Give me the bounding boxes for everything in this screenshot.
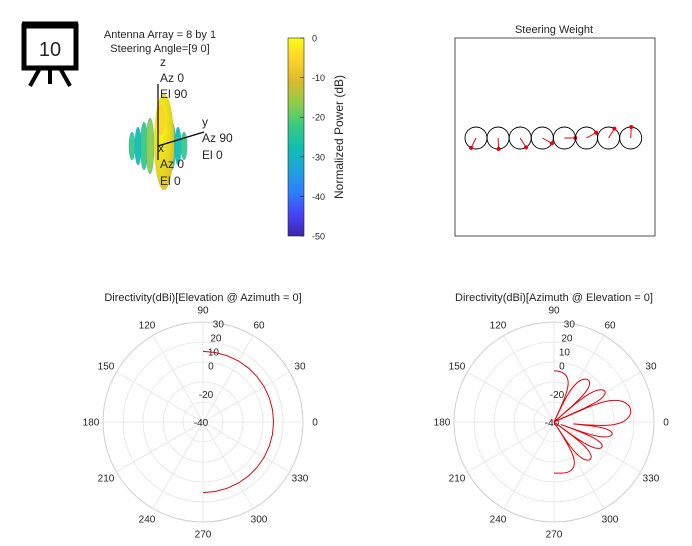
weight-tip [612, 126, 617, 131]
polar-theta-label: 330 [292, 474, 309, 485]
polar-theta-label: 300 [602, 514, 619, 525]
colorbar-gradient [287, 37, 305, 237]
polar-theta-label: 330 [643, 474, 660, 485]
polar-spoke [553, 421, 641, 473]
polar-pattern-line [553, 370, 632, 474]
colorbar: 0 -10 -20 -30 -40 -50 Normalized Power (dB) [287, 34, 346, 242]
colorbar-tick-label: -50 [312, 232, 325, 242]
polar-spoke [152, 335, 204, 423]
y-axis-az: Az 90 [202, 131, 233, 145]
weight-tip [469, 145, 474, 150]
polar-r-label: 0 [208, 362, 214, 373]
polar-theta-label: 270 [546, 530, 563, 541]
polar-theta-label: 0 [663, 418, 669, 429]
y-axis-el: El 0 [202, 148, 223, 162]
weight-tip [523, 145, 528, 150]
x-axis-label: x [158, 141, 164, 155]
sidelobe [180, 131, 188, 161]
polar-spoke [202, 371, 290, 423]
polar-theta-label: 180 [434, 418, 451, 429]
colorbar-label: Normalized Power (dB) [332, 75, 346, 199]
polar-theta-label: 180 [83, 418, 100, 429]
polar-theta-label: 90 [548, 306, 560, 317]
polar-spoke [503, 335, 555, 423]
slide-presentation-icon[interactable]: 10 [21, 21, 79, 87]
polar-theta-label: 240 [490, 514, 507, 525]
y-axis-label: y [202, 115, 208, 129]
polar-theta-label: 60 [604, 321, 616, 332]
polar-r-label: 10 [208, 348, 220, 359]
polar-r-label: 20 [561, 334, 573, 345]
y-axis-line [157, 131, 205, 147]
polar-spoke [202, 421, 254, 509]
polar2-title: Directivity(dBi)[Azimuth @ Elevation = 0… [455, 292, 653, 304]
slide-number: 10 [39, 39, 61, 61]
colorbar-tick-label: 0 [312, 34, 317, 44]
z-axis-el: El 90 [160, 87, 188, 101]
polar-r-label: -40 [194, 418, 209, 429]
z-axis-az: Az 0 [160, 71, 184, 85]
polar-r-label: 20 [210, 334, 222, 345]
polar-theta-label: 120 [139, 321, 156, 332]
steering-axes-box [454, 37, 656, 237]
weight-tip [549, 141, 554, 146]
sidelobe [145, 117, 155, 175]
polar-theta-label: 0 [312, 418, 318, 429]
polar-theta-label: 150 [98, 362, 115, 373]
polar-spoke [202, 335, 254, 423]
pattern3d-surface [128, 94, 188, 190]
polar-spoke [116, 421, 204, 473]
z-axis-label: z [160, 55, 166, 69]
polar-theta-label: 270 [195, 530, 212, 541]
polar-theta-label: 60 [253, 321, 265, 332]
polar-theta-label: 300 [251, 514, 268, 525]
main-lobe-highlight [157, 104, 165, 136]
polar-theta-label: 90 [197, 306, 209, 317]
polar-spoke [116, 371, 204, 423]
polar-theta-label: 210 [449, 474, 466, 485]
polar-theta-label: 150 [449, 362, 466, 373]
polar-theta-label: 210 [98, 474, 115, 485]
colorbar-tick-label: -10 [312, 73, 325, 83]
steering-weights [464, 125, 643, 151]
polar-r-label: -20 [199, 390, 214, 401]
sidelobe [128, 131, 136, 161]
weight-tip [594, 130, 599, 135]
polar-elevation-chart: 0 30 60 90 120 150 180 210 240 270 300 330 -40 -20 0 10… [83, 306, 319, 541]
polar-spoke [503, 421, 555, 509]
polar-r-label: 10 [559, 348, 571, 359]
polar-spoke [553, 371, 641, 423]
polar-theta-label: 30 [645, 362, 657, 373]
polar-spoke [553, 335, 605, 423]
x-axis-el: El 0 [160, 174, 181, 188]
x-axis-az: Az 0 [160, 157, 184, 171]
steering-title: Steering Weight [515, 24, 593, 36]
colorbar-tick-label: -20 [312, 113, 325, 123]
polar-r-label: 0 [559, 362, 565, 373]
pattern3d-title-line1: Antenna Array = 8 by 1 [104, 29, 216, 41]
polar-pattern-line [202, 350, 275, 494]
polar-spoke [467, 421, 555, 473]
polar-r-label: 30 [564, 320, 576, 331]
polar-spoke [553, 421, 605, 509]
weight-tip [629, 125, 634, 130]
polar-spoke [202, 421, 290, 473]
polar-spoke [467, 371, 555, 423]
polar-theta-label: 120 [490, 321, 507, 332]
polar-theta-label: 30 [294, 362, 306, 373]
polar-r-label: -40 [545, 418, 560, 429]
polar-r-label: 30 [213, 320, 225, 331]
polar-theta-label: 240 [139, 514, 156, 525]
polar-spoke [152, 421, 204, 509]
polar-r-label: -20 [550, 390, 565, 401]
pattern3d-title-line2: Steering Angle=[9 0] [110, 43, 209, 55]
colorbar-tick-label: -30 [312, 152, 325, 162]
colorbar-tick-label: -40 [312, 192, 325, 202]
polar-azimuth-chart: 0 30 60 90 120 150 180 210 240 270 300 330 -40 -20 0 10… [434, 306, 670, 541]
polar1-title: Directivity(dBi)[Elevation @ Azimuth = 0… [104, 292, 301, 304]
weight-tip [496, 146, 501, 151]
